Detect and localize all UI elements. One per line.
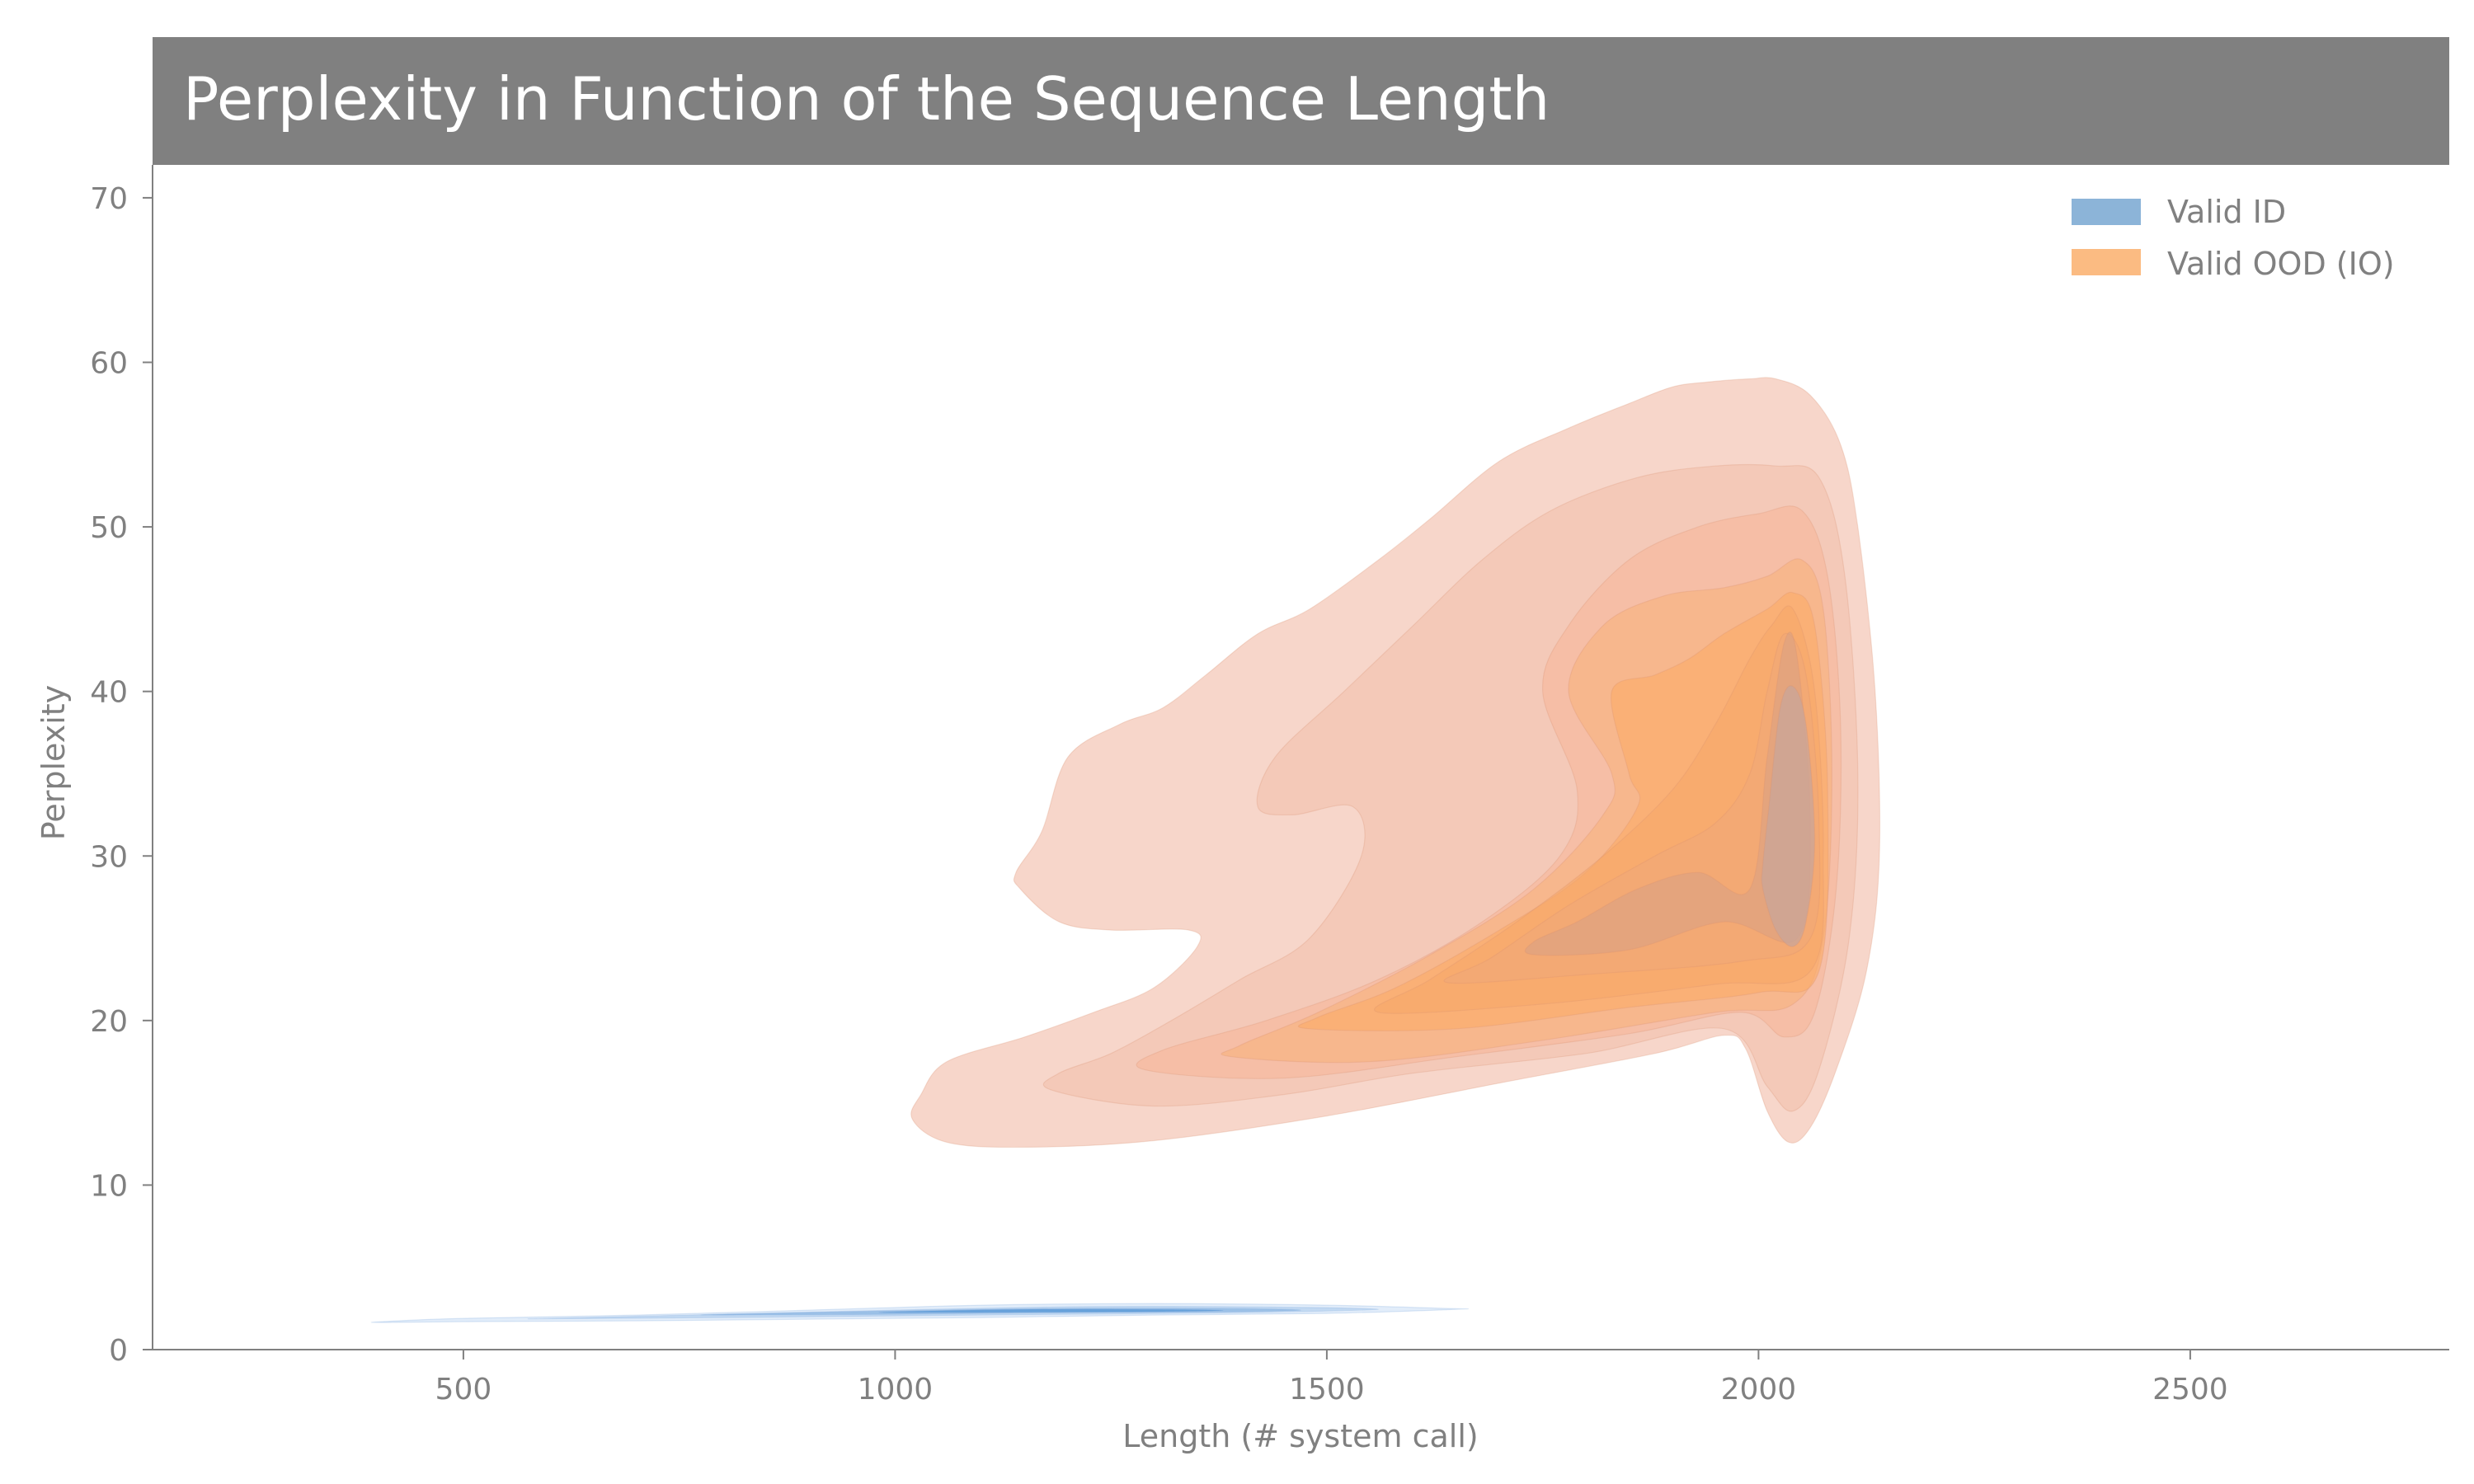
plot-area <box>370 377 1881 1323</box>
x-ticks: 500 1000 1500 2000 2500 <box>435 1350 2228 1407</box>
y-ticks: 0 10 20 30 40 50 60 70 <box>90 182 153 1368</box>
series-valid-id-contours <box>370 1303 1469 1323</box>
y-tick-label: 70 <box>90 182 128 216</box>
x-axis-label: Length (# system call) <box>1122 1418 1478 1454</box>
legend-label-valid-ood: Valid OOD (IO) <box>2167 246 2395 282</box>
valid-id-contour-level-3 <box>878 1308 1224 1313</box>
x-tick-label: 1000 <box>858 1373 934 1407</box>
chart-title: Perplexity in Function of the Sequence L… <box>183 64 1550 134</box>
valid-ood-contour-level-8 <box>1761 685 1816 947</box>
x-tick-label: 2000 <box>1721 1373 1797 1407</box>
y-tick-label: 60 <box>90 347 128 381</box>
y-tick-label: 10 <box>90 1169 128 1203</box>
legend: Valid ID Valid OOD (IO) <box>2072 194 2395 282</box>
x-tick-label: 500 <box>435 1373 492 1407</box>
y-axis-label: Perplexity <box>35 685 72 840</box>
series-valid-ood-contours <box>910 377 1881 1148</box>
y-tick-label: 0 <box>109 1334 128 1368</box>
legend-label-valid-id: Valid ID <box>2167 194 2286 230</box>
y-tick-label: 40 <box>90 676 128 710</box>
legend-swatch-valid-ood <box>2072 249 2141 275</box>
y-tick-label: 30 <box>90 840 128 874</box>
legend-swatch-valid-id <box>2072 199 2141 225</box>
x-tick-label: 1500 <box>1289 1373 1365 1407</box>
title-band <box>153 37 2449 165</box>
y-tick-label: 20 <box>90 1005 128 1039</box>
x-tick-label: 2500 <box>2152 1373 2228 1407</box>
y-tick-label: 50 <box>90 511 128 545</box>
